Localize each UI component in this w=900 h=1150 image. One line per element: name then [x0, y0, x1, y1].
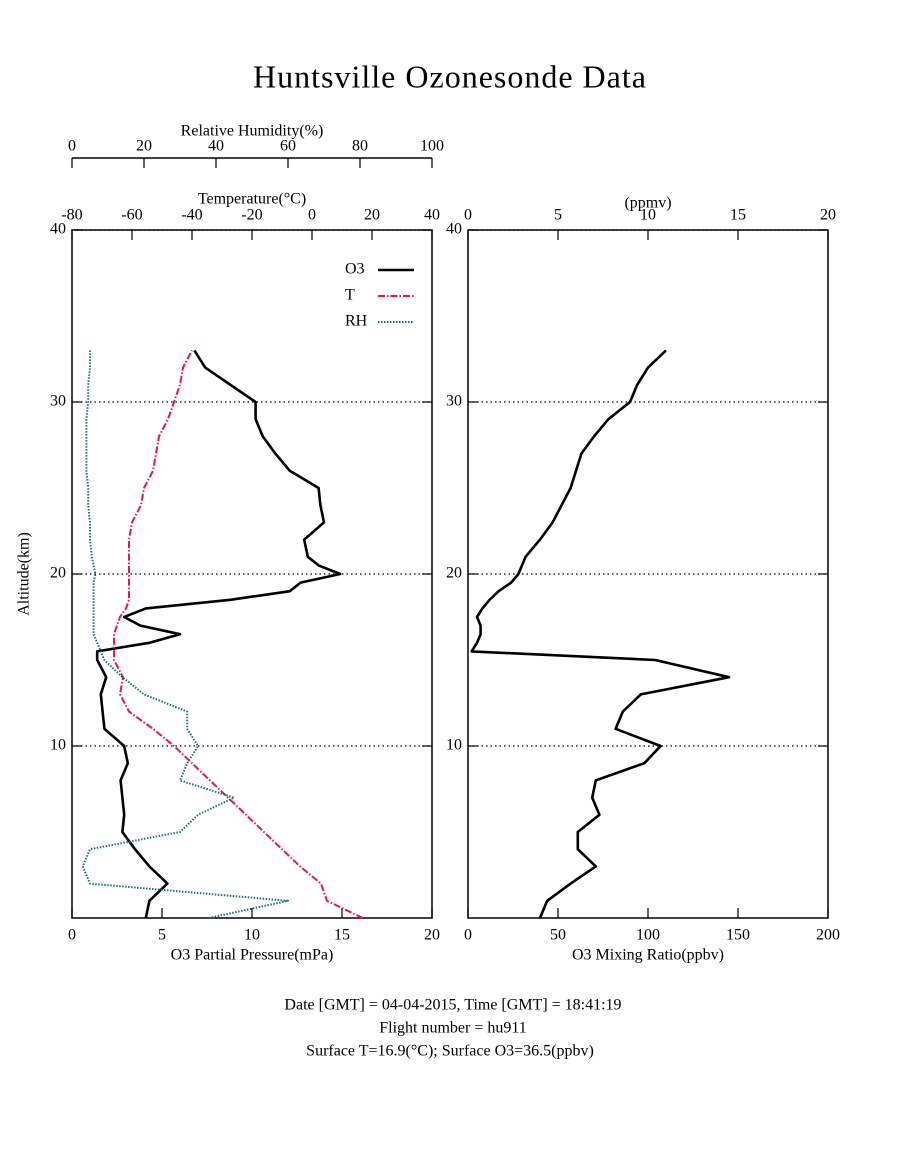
x3-tick-label: 0	[68, 138, 76, 155]
x-tick-label: 0	[464, 927, 472, 944]
data-line	[81, 350, 289, 919]
x2-tick-label: -40	[181, 207, 202, 224]
x2-tick-label: 40	[424, 207, 440, 224]
x2-tick-label: 10	[640, 207, 656, 224]
legend-label: O3	[345, 261, 365, 278]
x-tick-label: 100	[636, 927, 660, 944]
footer-line: Date [GMT] = 04-04-2015, Time [GMT] = 18…	[284, 997, 621, 1014]
x-tick-label: 0	[68, 927, 76, 944]
x3-tick-label: 80	[352, 138, 368, 155]
x3-axis-label: Relative Humidity(%)	[181, 123, 324, 140]
x-tick-label: 50	[550, 927, 566, 944]
x-tick-label: 150	[726, 927, 750, 944]
x-axis-label: O3 Partial Pressure(mPa)	[171, 947, 334, 964]
x-tick-label: 10	[244, 927, 260, 944]
x-tick-label: 200	[816, 927, 840, 944]
x2-tick-label: 0	[464, 207, 472, 224]
data-line	[470, 349, 731, 919]
x-tick-label: 15	[334, 927, 350, 944]
x2-tick-label: 20	[364, 207, 380, 224]
x-tick-label: 5	[158, 927, 166, 944]
x-tick-label: 20	[424, 927, 440, 944]
x2-tick-label: 5	[554, 207, 562, 224]
y-tick-label: 10	[50, 737, 66, 754]
x2-tick-label: -60	[121, 207, 142, 224]
x3-tick-label: 60	[280, 138, 296, 155]
legend-label: T	[345, 287, 355, 304]
x2-tick-label: -20	[241, 207, 262, 224]
y-tick-label: 40	[446, 221, 462, 238]
x2-tick-label: -80	[61, 207, 82, 224]
x2-tick-label: 15	[730, 207, 746, 224]
y-tick-label: 30	[446, 393, 462, 410]
x2-axis-label: (ppmv)	[624, 195, 671, 212]
y-axis-label: Altitude(km)	[16, 532, 33, 616]
data-line	[95, 349, 342, 919]
data-line	[113, 349, 364, 919]
legend-label: RH	[345, 313, 368, 330]
y-tick-label: 30	[50, 393, 66, 410]
y-tick-label: 10	[446, 737, 462, 754]
footer-line: Surface T=16.9(°C); Surface O3=36.5(ppbv…	[306, 1043, 594, 1060]
x2-tick-label: 20	[820, 207, 836, 224]
footer-line: Flight number = hu911	[379, 1020, 527, 1037]
y-tick-label: 40	[50, 221, 66, 238]
x2-axis-label: Temperature(°C)	[198, 191, 306, 208]
y-tick-label: 20	[446, 565, 462, 582]
x2-tick-label: 0	[308, 207, 316, 224]
x3-tick-label: 100	[420, 138, 444, 155]
x3-tick-label: 40	[208, 138, 224, 155]
chart-title: Huntsville Ozonesonde Data	[253, 58, 647, 94]
x3-tick-label: 20	[136, 138, 152, 155]
x-axis-label: O3 Mixing Ratio(ppbv)	[572, 947, 724, 964]
y-tick-label: 20	[50, 565, 66, 582]
